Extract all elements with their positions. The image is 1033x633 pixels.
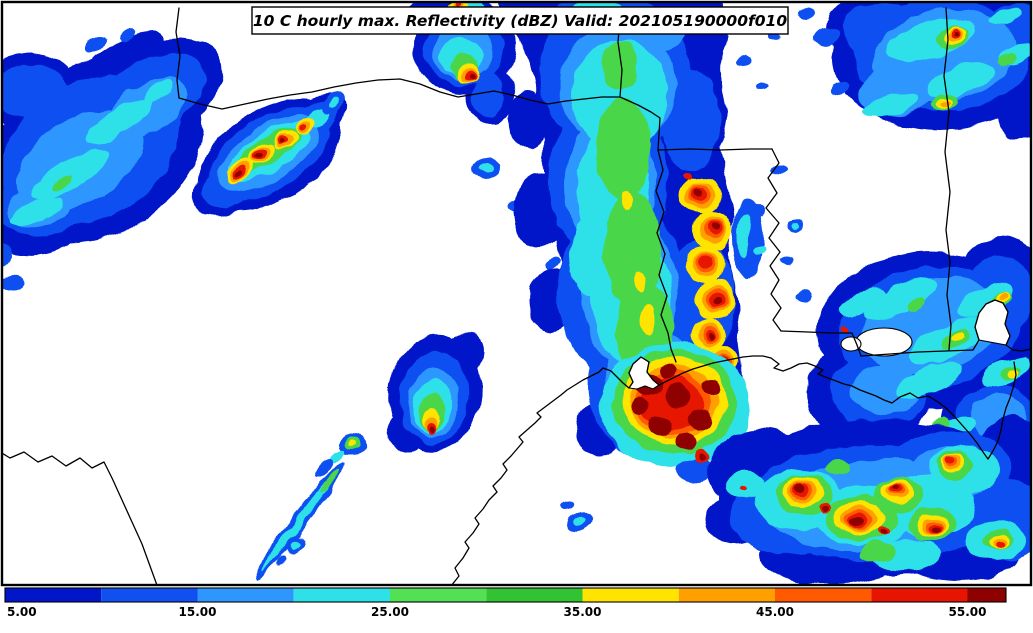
lake-maurepas bbox=[840, 336, 862, 352]
border-mississippi-river bbox=[765, 148, 782, 332]
colorbar-segment bbox=[197, 588, 294, 602]
colorbar-segment bbox=[775, 588, 872, 602]
colorbar-segments bbox=[5, 588, 1006, 602]
storm-arc-louisiana-coast bbox=[705, 416, 1030, 584]
border-mississippi-alabama bbox=[943, 7, 952, 351]
colorbar-segment bbox=[967, 588, 1006, 602]
border-red-river-tx-ok bbox=[178, 78, 621, 110]
colorbar-tick-label: 35.00 bbox=[564, 605, 602, 619]
colorbar-tick-label: 25.00 bbox=[371, 605, 409, 619]
colorbar-segment bbox=[293, 588, 390, 602]
colorbar-tick-label: 5.00 bbox=[7, 605, 37, 619]
border-louisiana-mississippi bbox=[780, 330, 862, 357]
coastline-texas bbox=[451, 355, 772, 584]
map-frame bbox=[0, 0, 1033, 587]
border-rio-grande bbox=[3, 451, 158, 584]
storm-cell-southwest-of-houston bbox=[316, 332, 484, 478]
coastline-mississippi bbox=[860, 349, 974, 357]
colorbar: 5.00 15.00 25.00 35.00 45.00 55.00 bbox=[4, 587, 1007, 619]
colorbar-tick-label: 55.00 bbox=[949, 605, 987, 619]
border-texas-louisiana-sabine bbox=[655, 149, 677, 363]
border-texas-arkansas bbox=[619, 96, 661, 151]
coastline-alabama-mobile-bay bbox=[972, 299, 1030, 352]
state-borders bbox=[3, 7, 1030, 584]
colorbar-segment bbox=[678, 588, 775, 602]
colorbar-segment bbox=[486, 588, 583, 602]
coastline-louisiana-delta bbox=[770, 357, 1017, 460]
storm-line-north-texas bbox=[192, 92, 347, 217]
border-texas-panhandle bbox=[175, 7, 181, 99]
colorbar-tick-label: 45.00 bbox=[756, 605, 794, 619]
title-box: 10 C hourly max. Reflectivity (dBZ) Vali… bbox=[251, 6, 789, 35]
storm-area-southeast-louisiana bbox=[806, 236, 1030, 467]
colorbar-segment bbox=[871, 588, 968, 602]
storm-area-mississippi-alabama bbox=[735, 3, 1030, 301]
border-arkansas-louisiana bbox=[657, 148, 773, 151]
colorbar-segment bbox=[390, 588, 487, 602]
storm-area-northwest-texas bbox=[3, 27, 222, 291]
plot-title: 10 C hourly max. Reflectivity (dBZ) Vali… bbox=[253, 12, 787, 30]
colorbar-tick-labels: 5.00 15.00 25.00 35.00 45.00 55.00 bbox=[7, 605, 986, 619]
fine-line-south-texas bbox=[253, 460, 594, 580]
colorbar-outline bbox=[4, 587, 1007, 603]
colorbar-segment bbox=[101, 588, 198, 602]
colorbar-segment bbox=[5, 588, 102, 602]
colorbar-tick-label: 15.00 bbox=[179, 605, 217, 619]
colorbar-segment bbox=[582, 588, 679, 602]
lake-pontchartrain bbox=[855, 327, 913, 357]
